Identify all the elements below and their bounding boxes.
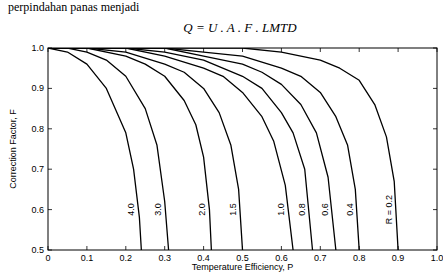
curve bbox=[48, 48, 336, 250]
x-tick-label: 0.7 bbox=[314, 253, 327, 263]
y-axis-label: Correction Factor, F bbox=[8, 109, 18, 189]
x-tick bbox=[281, 246, 282, 250]
curve-label: 1.5 bbox=[228, 203, 238, 216]
x-tick-label: 1.0 bbox=[431, 253, 443, 263]
curve-label: 0.4 bbox=[345, 203, 355, 216]
curve-label: 4.0 bbox=[126, 203, 136, 216]
y-tick bbox=[48, 169, 52, 170]
y-tick-label: 0.5 bbox=[31, 245, 44, 255]
curve bbox=[48, 48, 211, 250]
y-tick-label: 1.0 bbox=[31, 43, 44, 53]
x-tick-label: 0.8 bbox=[353, 253, 366, 263]
curve bbox=[48, 48, 243, 250]
y-tick bbox=[48, 88, 52, 89]
x-tick-label: 0.1 bbox=[81, 253, 94, 263]
y-tick-label: 0.8 bbox=[31, 124, 44, 134]
x-tick-label: 0 bbox=[45, 253, 50, 263]
curve bbox=[48, 48, 293, 250]
x-tick bbox=[48, 246, 49, 250]
y-tick bbox=[48, 209, 52, 210]
annotation: Q = U . A . F . LMTD bbox=[183, 20, 297, 35]
y-tick bbox=[433, 88, 437, 89]
y-tick bbox=[48, 250, 52, 251]
x-tick bbox=[398, 48, 399, 52]
y-tick bbox=[433, 209, 437, 210]
y-tick bbox=[433, 169, 437, 170]
curve bbox=[48, 48, 359, 250]
curve-label: 2.0 bbox=[197, 203, 207, 216]
x-tick-label: 0.9 bbox=[392, 253, 405, 263]
curve-label: 1.0 bbox=[276, 203, 286, 216]
x-tick bbox=[86, 246, 87, 250]
curve-label: 3.0 bbox=[153, 203, 163, 216]
chart: perpindahan panas menjadi Q = U . A . F .… bbox=[0, 0, 443, 272]
y-tick bbox=[48, 128, 52, 129]
y-tick-label: 0.7 bbox=[31, 164, 44, 174]
y-tick-label: 0.6 bbox=[31, 205, 44, 215]
x-tick bbox=[320, 48, 321, 52]
x-tick-label: 0.3 bbox=[158, 253, 171, 263]
y-tick bbox=[433, 128, 437, 129]
x-tick bbox=[164, 246, 165, 250]
y-tick-label: 0.9 bbox=[31, 83, 44, 93]
x-tick bbox=[125, 246, 126, 250]
y-tick bbox=[433, 250, 437, 251]
curve-label: R = 0.2 bbox=[384, 195, 394, 224]
curve-label: 0.8 bbox=[297, 203, 307, 216]
curve bbox=[48, 48, 398, 250]
curves bbox=[48, 48, 398, 250]
plot-frame bbox=[48, 48, 437, 250]
curve bbox=[48, 48, 169, 250]
x-axis-label: Temperature Efficiency, P bbox=[192, 262, 294, 272]
x-tick bbox=[359, 48, 360, 52]
x-tick bbox=[203, 246, 204, 250]
annotation: perpindahan panas menjadi bbox=[8, 0, 140, 14]
x-tick-label: 0.2 bbox=[120, 253, 133, 263]
x-tick bbox=[320, 246, 321, 250]
x-tick bbox=[437, 246, 438, 250]
curve-label: 0.6 bbox=[320, 203, 330, 216]
y-tick bbox=[433, 48, 437, 49]
x-tick bbox=[437, 48, 438, 52]
